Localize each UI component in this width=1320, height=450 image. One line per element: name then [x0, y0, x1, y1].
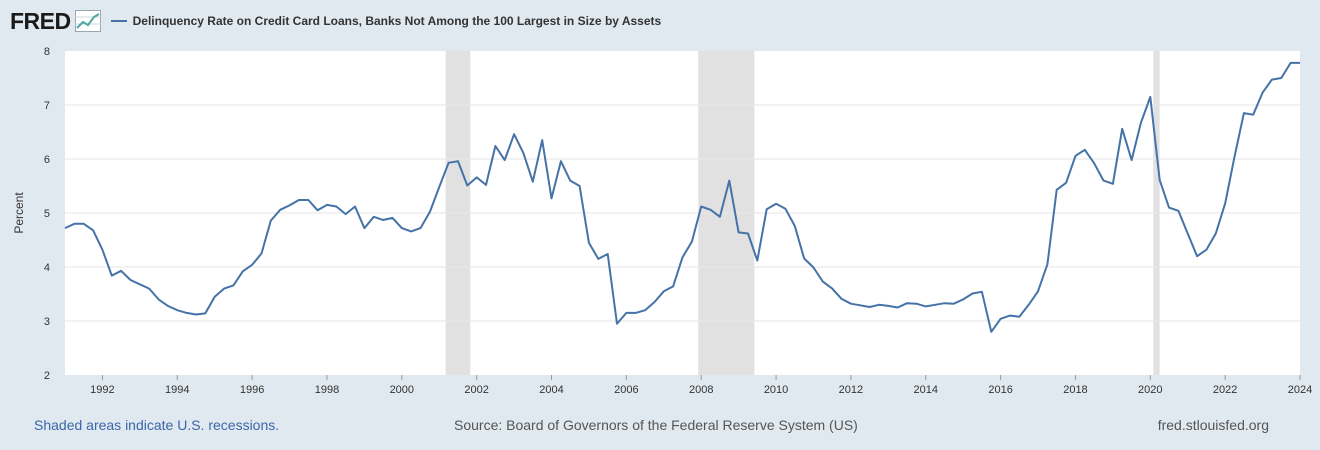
y-tick-label-7: 7	[44, 100, 50, 112]
source-note: Source: Board of Governors of the Federa…	[454, 417, 858, 433]
x-tick-label-2004: 2004	[539, 384, 563, 396]
x-tick-label-1992: 1992	[90, 384, 114, 396]
y-tick-label-3: 3	[44, 316, 50, 328]
recession-note: Shaded areas indicate U.S. recessions.	[34, 417, 280, 433]
x-tick-label-2016: 2016	[988, 384, 1012, 396]
x-axis-ticks: 1992 1994 1996 1998 2000 2002 2004 2006 2008 2010…	[90, 375, 1312, 396]
gridlines	[65, 104, 1300, 322]
x-tick-label-2020: 2020	[1138, 384, 1162, 396]
series-line	[64, 61, 1300, 333]
y-tick-label-4: 4	[44, 262, 50, 274]
x-tick-label-1996: 1996	[240, 384, 264, 396]
y-axis-label: Percent	[12, 192, 26, 234]
chart-header: FRED Delinquency Rate on Credit Card Loa…	[10, 6, 661, 36]
line-graph-icon	[74, 10, 101, 32]
y-tick-label-5: 5	[44, 208, 50, 220]
chart-title: Delinquency Rate on Credit Card Loans, B…	[132, 14, 662, 28]
legend-series-swatch	[110, 20, 127, 22]
x-tick-label-2022: 2022	[1213, 384, 1237, 396]
x-tick-label-2024: 2024	[1288, 384, 1312, 396]
line-chart: 2 3 4 5 6 7 8 1992 1994 1996 1998 2000 2002 2004 2006…	[12, 46, 1312, 396]
x-tick-label-2014: 2014	[914, 384, 938, 396]
site-link[interactable]: fred.stlouisfed.org	[1157, 417, 1269, 433]
x-tick-label-2002: 2002	[464, 384, 488, 396]
y-tick-label-8: 8	[44, 46, 50, 58]
x-tick-label-2000: 2000	[390, 384, 414, 396]
fred-logo[interactable]: FRED	[10, 7, 71, 34]
x-tick-label-1998: 1998	[315, 384, 339, 396]
y-tick-label-6: 6	[44, 154, 50, 166]
y-axis-ticks: 2 3 4 5 6 7 8	[44, 46, 50, 382]
x-tick-label-1994: 1994	[165, 384, 189, 396]
x-tick-label-2008: 2008	[689, 384, 713, 396]
y-tick-label-2: 2	[44, 370, 50, 382]
x-tick-label-2012: 2012	[839, 384, 863, 396]
x-tick-label-2006: 2006	[614, 384, 638, 396]
x-tick-label-2010: 2010	[764, 384, 788, 396]
x-tick-label-2018: 2018	[1063, 384, 1087, 396]
